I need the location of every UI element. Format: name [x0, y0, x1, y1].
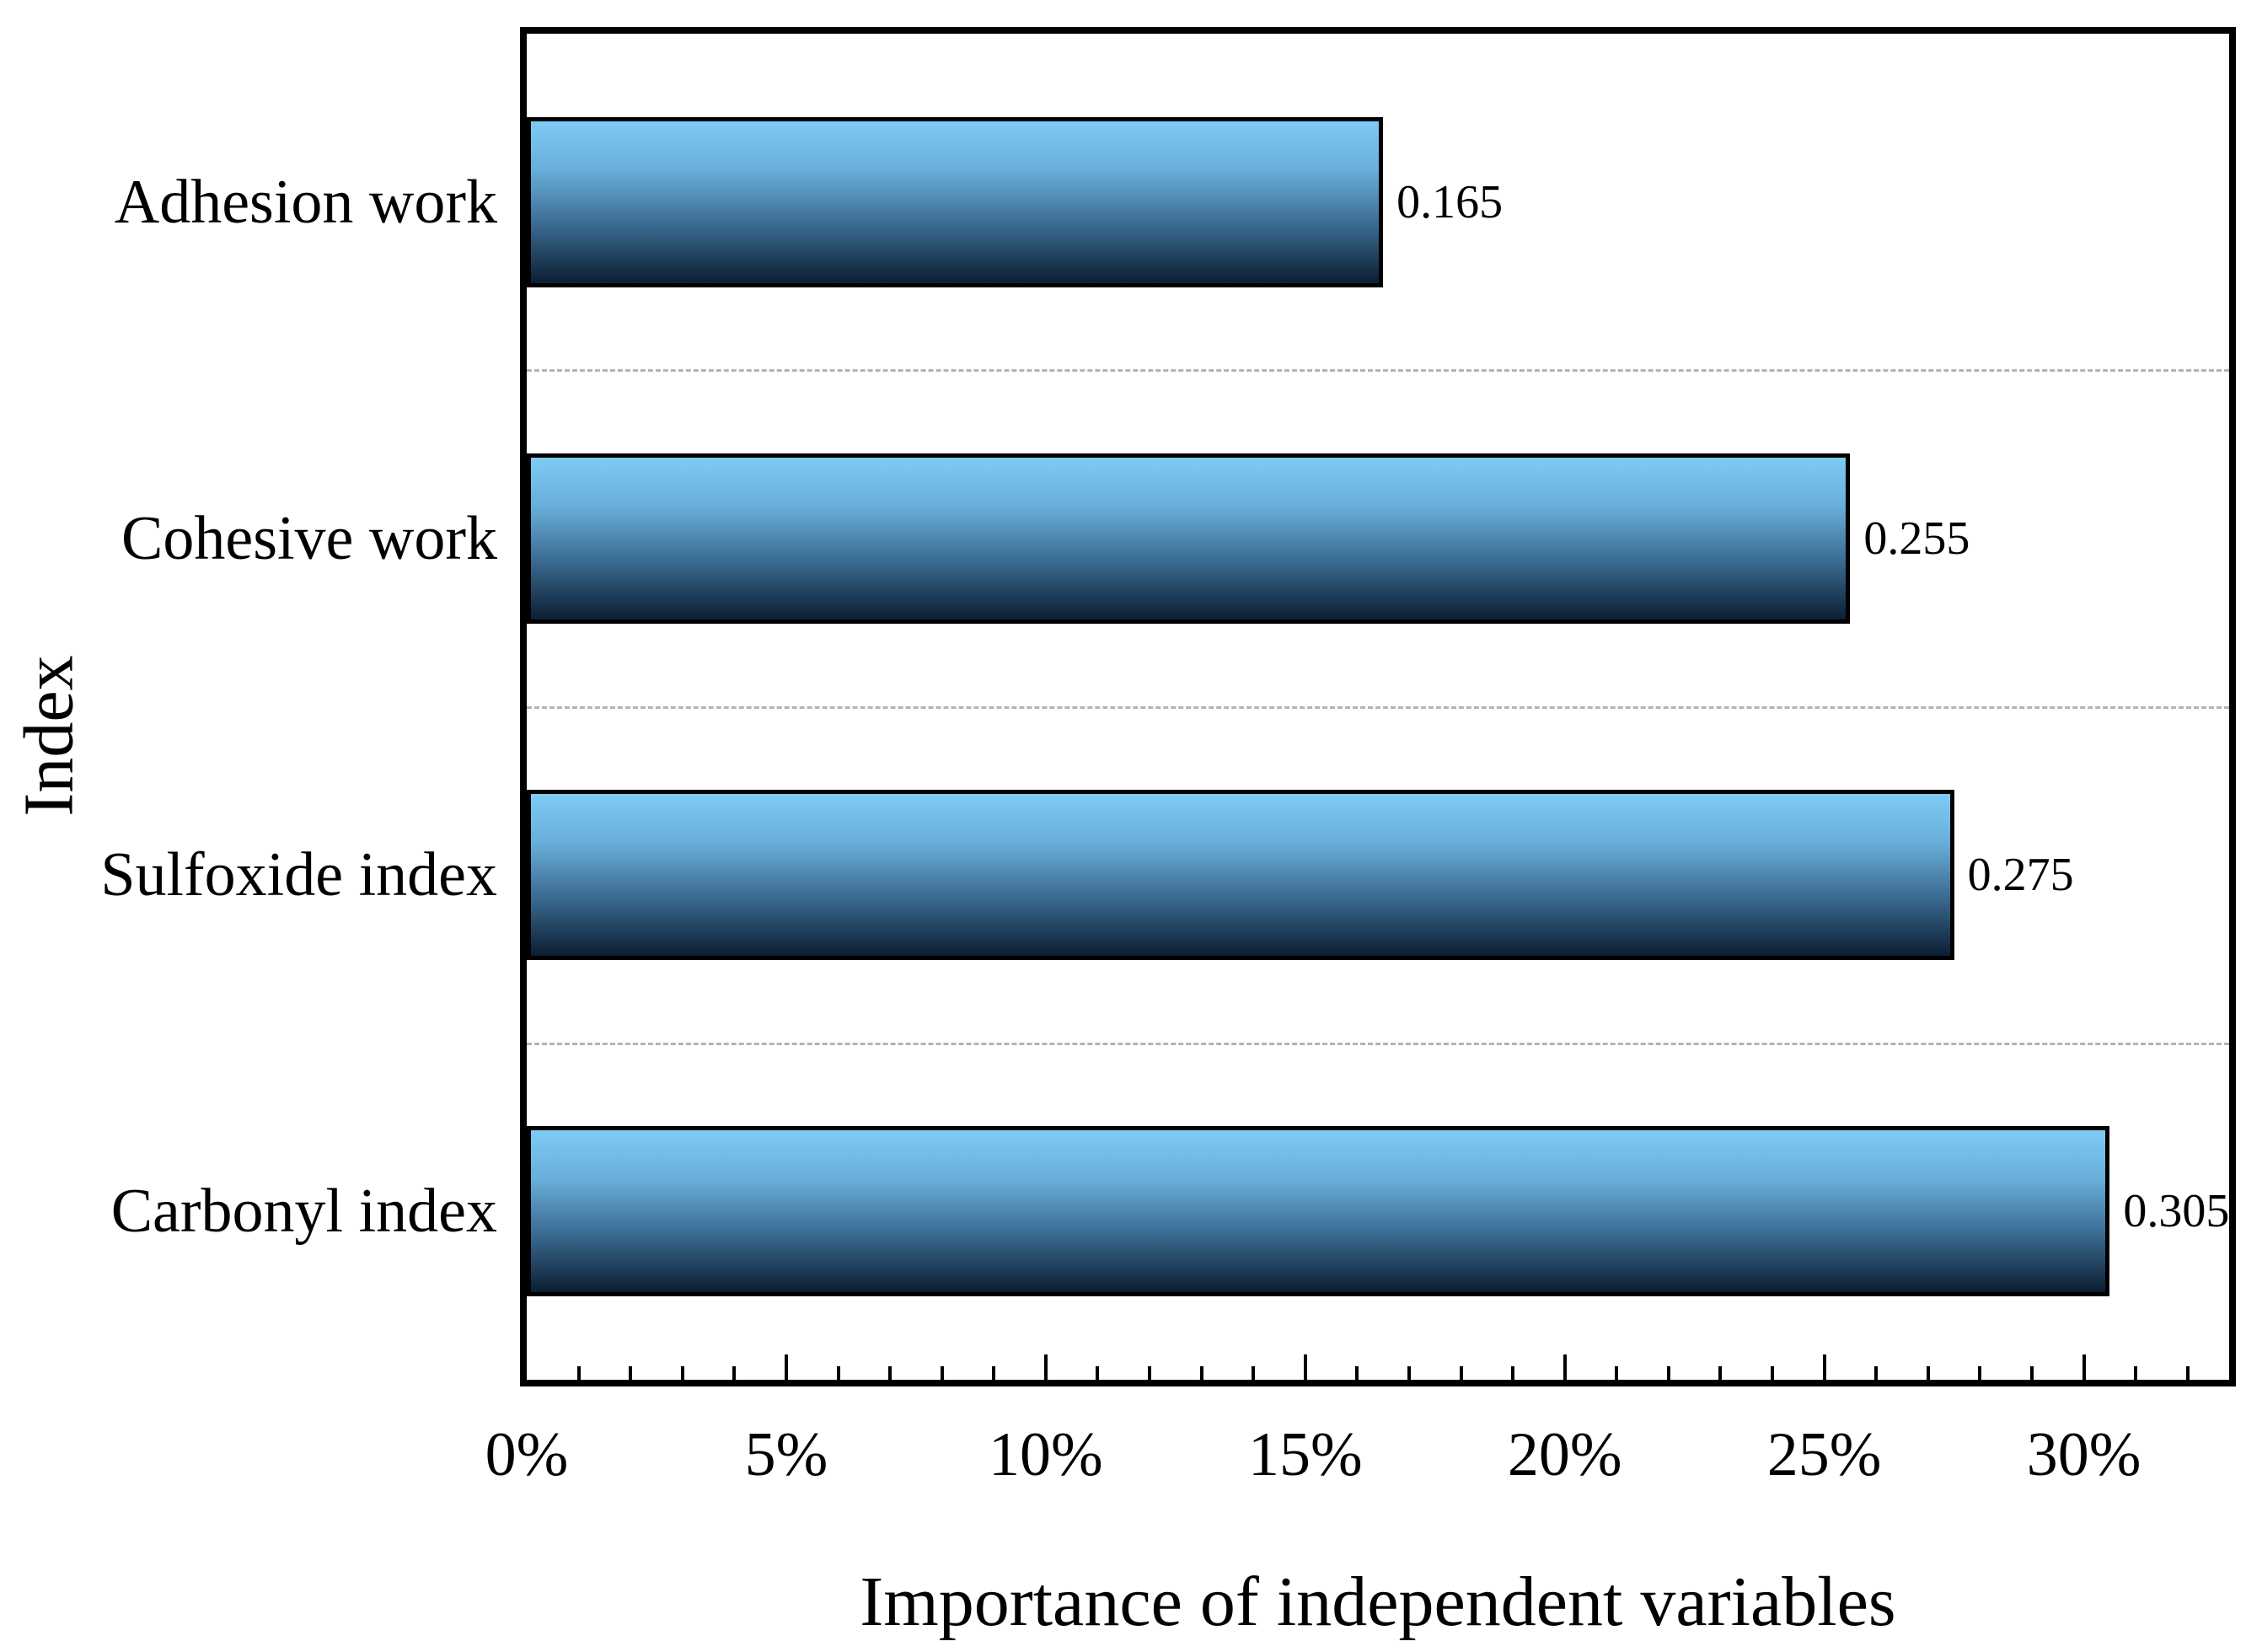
- x-major-tick: [784, 1354, 788, 1380]
- bar: [527, 453, 1851, 624]
- x-minor-tick: [940, 1366, 944, 1380]
- x-minor-tick: [1199, 1366, 1203, 1380]
- x-major-tick: [1822, 1354, 1826, 1380]
- bar-value-label: 0.165: [1396, 175, 1504, 228]
- bar-value-label: 0.255: [1863, 512, 1970, 565]
- x-minor-tick: [1511, 1366, 1515, 1380]
- x-tick-label: 30%: [2026, 1420, 2141, 1489]
- x-tick-label: 0%: [485, 1420, 569, 1489]
- category-label: Carbonyl index: [110, 1177, 497, 1247]
- x-minor-tick: [1096, 1366, 1100, 1380]
- x-minor-tick: [1459, 1366, 1463, 1380]
- x-major-tick: [1043, 1354, 1048, 1380]
- x-axis-title: Importance of independent variables: [860, 1563, 1896, 1641]
- gridline: [527, 1042, 2229, 1045]
- x-minor-tick: [1874, 1366, 1879, 1380]
- x-minor-tick: [629, 1366, 633, 1380]
- category-label: Sulfoxide index: [100, 840, 497, 910]
- x-minor-tick: [1148, 1366, 1152, 1380]
- bar: [527, 790, 1954, 961]
- gridline: [527, 705, 2229, 709]
- x-minor-tick: [1978, 1366, 1982, 1380]
- x-minor-tick: [1355, 1366, 1359, 1380]
- category-label: Cohesive work: [121, 503, 497, 573]
- x-minor-tick: [2134, 1366, 2138, 1380]
- x-tick-label: 25%: [1766, 1420, 1882, 1489]
- category-label: Adhesion work: [114, 167, 497, 237]
- x-major-tick: [1303, 1354, 1307, 1380]
- x-tick-label: 20%: [1507, 1420, 1622, 1489]
- bar: [527, 1126, 2110, 1297]
- x-tick-label: 10%: [989, 1420, 1103, 1489]
- x-tick-label: 5%: [744, 1420, 828, 1489]
- plot-area: [520, 27, 2236, 1386]
- x-minor-tick: [1407, 1366, 1411, 1380]
- x-minor-tick: [2185, 1366, 2190, 1380]
- x-minor-tick: [836, 1366, 840, 1380]
- x-minor-tick: [680, 1366, 684, 1380]
- x-major-tick: [2082, 1354, 2086, 1380]
- x-minor-tick: [576, 1366, 581, 1380]
- bar-value-label: 0.275: [1967, 849, 2074, 902]
- x-tick-label: 15%: [1247, 1420, 1363, 1489]
- x-minor-tick: [732, 1366, 737, 1380]
- gridline: [527, 369, 2229, 373]
- bar-value-label: 0.305: [2123, 1185, 2230, 1238]
- x-minor-tick: [1666, 1366, 1670, 1380]
- x-minor-tick: [888, 1366, 892, 1380]
- x-minor-tick: [2029, 1366, 2034, 1380]
- y-axis-title: Index: [9, 655, 88, 817]
- bar: [527, 116, 1384, 287]
- x-major-tick: [1562, 1354, 1567, 1380]
- x-minor-tick: [1926, 1366, 1930, 1380]
- x-minor-tick: [1771, 1366, 1775, 1380]
- x-minor-tick: [1252, 1366, 1256, 1380]
- x-minor-tick: [1615, 1366, 1619, 1380]
- x-minor-tick: [1718, 1366, 1723, 1380]
- x-minor-tick: [992, 1366, 996, 1380]
